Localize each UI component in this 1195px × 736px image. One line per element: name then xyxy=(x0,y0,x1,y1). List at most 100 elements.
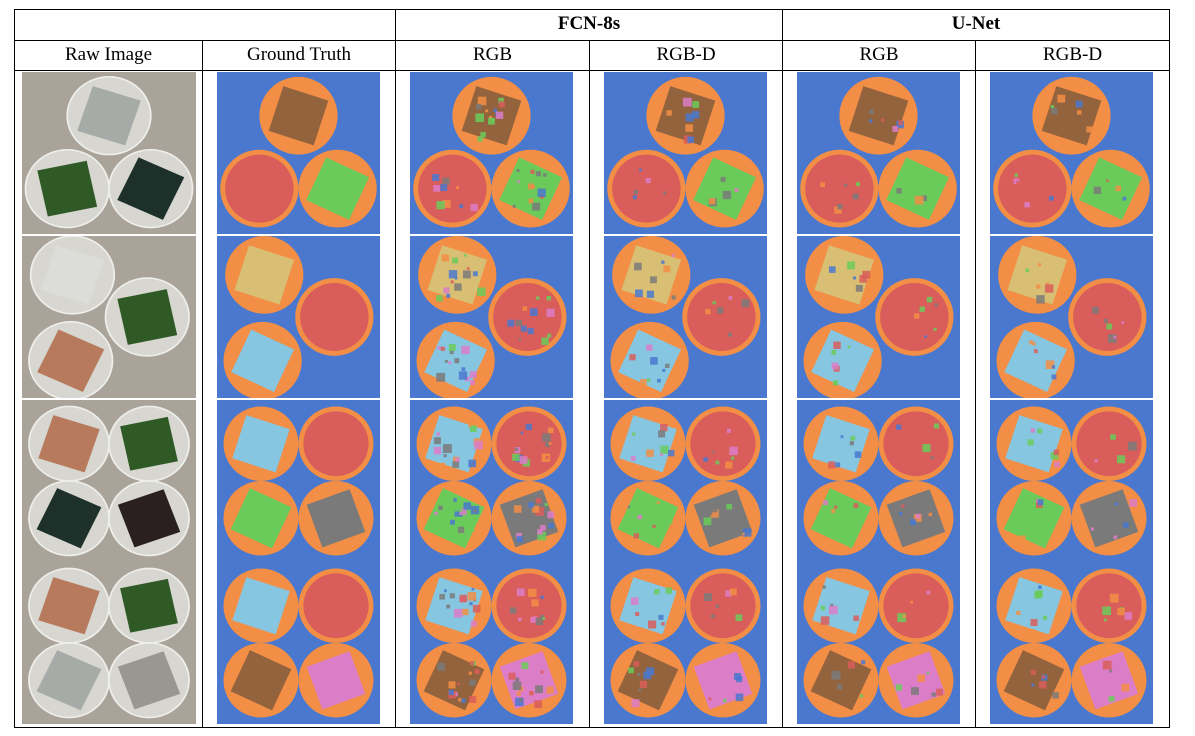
prediction-noise xyxy=(542,433,551,442)
prediction-noise xyxy=(438,505,443,511)
prediction-noise xyxy=(547,333,552,338)
prediction-noise xyxy=(1042,615,1048,620)
prediction-noise xyxy=(855,182,860,187)
prediction-noise xyxy=(709,335,715,341)
prediction-noise xyxy=(639,680,647,688)
prediction-noise xyxy=(637,672,641,676)
prediction-noise xyxy=(441,254,449,262)
label-rubber_gray xyxy=(306,489,366,548)
scene-2-raw-image xyxy=(22,236,196,398)
prediction-noise xyxy=(1091,306,1099,314)
prediction-noise xyxy=(515,697,524,707)
prediction-noise xyxy=(911,687,919,695)
sample-grass xyxy=(120,416,178,471)
prediction-noise xyxy=(470,528,475,532)
prediction-noise xyxy=(728,332,732,337)
prediction-noise xyxy=(1114,502,1119,506)
prediction-noise xyxy=(1106,681,1111,686)
prediction-noise xyxy=(434,511,438,516)
prediction-noise xyxy=(446,604,451,609)
prediction-noise xyxy=(516,532,523,539)
prediction-noise xyxy=(723,698,727,703)
prediction-noise xyxy=(656,501,660,505)
label-tile_lightblue xyxy=(232,415,290,473)
prediction-noise xyxy=(1113,335,1117,339)
label-tile_lightblue xyxy=(425,577,483,635)
label-turf xyxy=(883,573,949,639)
prediction-noise xyxy=(454,358,460,364)
prediction-noise xyxy=(833,341,841,349)
prediction-noise xyxy=(531,599,539,607)
prediction-noise xyxy=(743,528,752,537)
col-header-fcn-rgb: RGB xyxy=(472,44,513,65)
label-grass xyxy=(230,488,292,549)
prediction-noise xyxy=(654,588,660,595)
prediction-noise xyxy=(498,97,504,104)
prediction-noise xyxy=(629,354,636,361)
prediction-noise xyxy=(633,533,640,539)
prediction-noise xyxy=(457,526,465,533)
prediction-noise xyxy=(916,174,922,180)
scene-3-raw-image xyxy=(22,400,196,562)
prediction-noise xyxy=(1038,263,1042,267)
prediction-noise xyxy=(930,456,934,460)
prediction-noise xyxy=(1094,459,1098,463)
prediction-noise xyxy=(720,176,726,182)
prediction-noise xyxy=(1041,675,1045,679)
prediction-noise xyxy=(831,508,836,514)
prediction-noise xyxy=(459,594,468,603)
prediction-noise xyxy=(534,308,543,316)
prediction-noise xyxy=(544,503,548,507)
prediction-noise xyxy=(539,599,547,606)
prediction-noise xyxy=(535,497,542,504)
prediction-noise xyxy=(917,674,926,683)
prediction-noise xyxy=(859,694,864,698)
prediction-noise xyxy=(469,425,477,433)
prediction-noise xyxy=(897,613,907,623)
prediction-noise xyxy=(646,667,655,676)
prediction-noise xyxy=(709,198,716,205)
prediction-noise xyxy=(1030,619,1038,627)
prediction-noise xyxy=(1093,186,1102,195)
scene-1-fcn-rgbd-canvas xyxy=(604,72,767,234)
scene-3-fcn-rgbd xyxy=(604,400,767,562)
prediction-noise xyxy=(629,506,634,510)
prediction-noise xyxy=(1077,110,1082,115)
label-turf xyxy=(690,411,756,477)
label-turf xyxy=(1073,282,1142,352)
prediction-noise xyxy=(902,614,906,618)
prediction-noise xyxy=(1051,365,1056,369)
prediction-noise xyxy=(436,201,445,210)
prediction-noise xyxy=(528,198,534,204)
scene-3-raw-image-canvas xyxy=(22,400,196,562)
rule-group-header xyxy=(14,40,1170,41)
prediction-noise xyxy=(1052,692,1059,699)
prediction-noise xyxy=(453,498,457,502)
prediction-noise xyxy=(1109,593,1119,603)
prediction-noise xyxy=(735,614,743,622)
prediction-noise xyxy=(729,446,738,456)
prediction-noise xyxy=(528,612,534,617)
prediction-noise xyxy=(646,449,654,457)
scene-3-unet-rgbd xyxy=(990,400,1153,562)
scene-3-unet-rgbd-canvas xyxy=(990,400,1153,562)
prediction-noise xyxy=(542,617,546,620)
prediction-noise xyxy=(529,690,534,696)
prediction-noise xyxy=(705,529,713,536)
label-grass xyxy=(1079,157,1143,220)
prediction-noise xyxy=(469,371,477,379)
prediction-noise xyxy=(715,604,720,608)
prediction-noise xyxy=(1102,606,1111,616)
prediction-noise xyxy=(828,266,836,273)
prediction-noise xyxy=(446,293,451,298)
prediction-noise xyxy=(741,613,746,618)
prediction-noise xyxy=(530,169,535,174)
prediction-noise xyxy=(520,325,527,332)
prediction-noise xyxy=(633,189,639,195)
prediction-noise xyxy=(831,670,841,680)
prediction-noise xyxy=(471,181,478,187)
prediction-noise xyxy=(667,449,675,457)
label-tile_lightblue xyxy=(619,577,677,635)
prediction-noise xyxy=(459,204,464,209)
scene-1-ground-truth-canvas xyxy=(217,72,380,234)
